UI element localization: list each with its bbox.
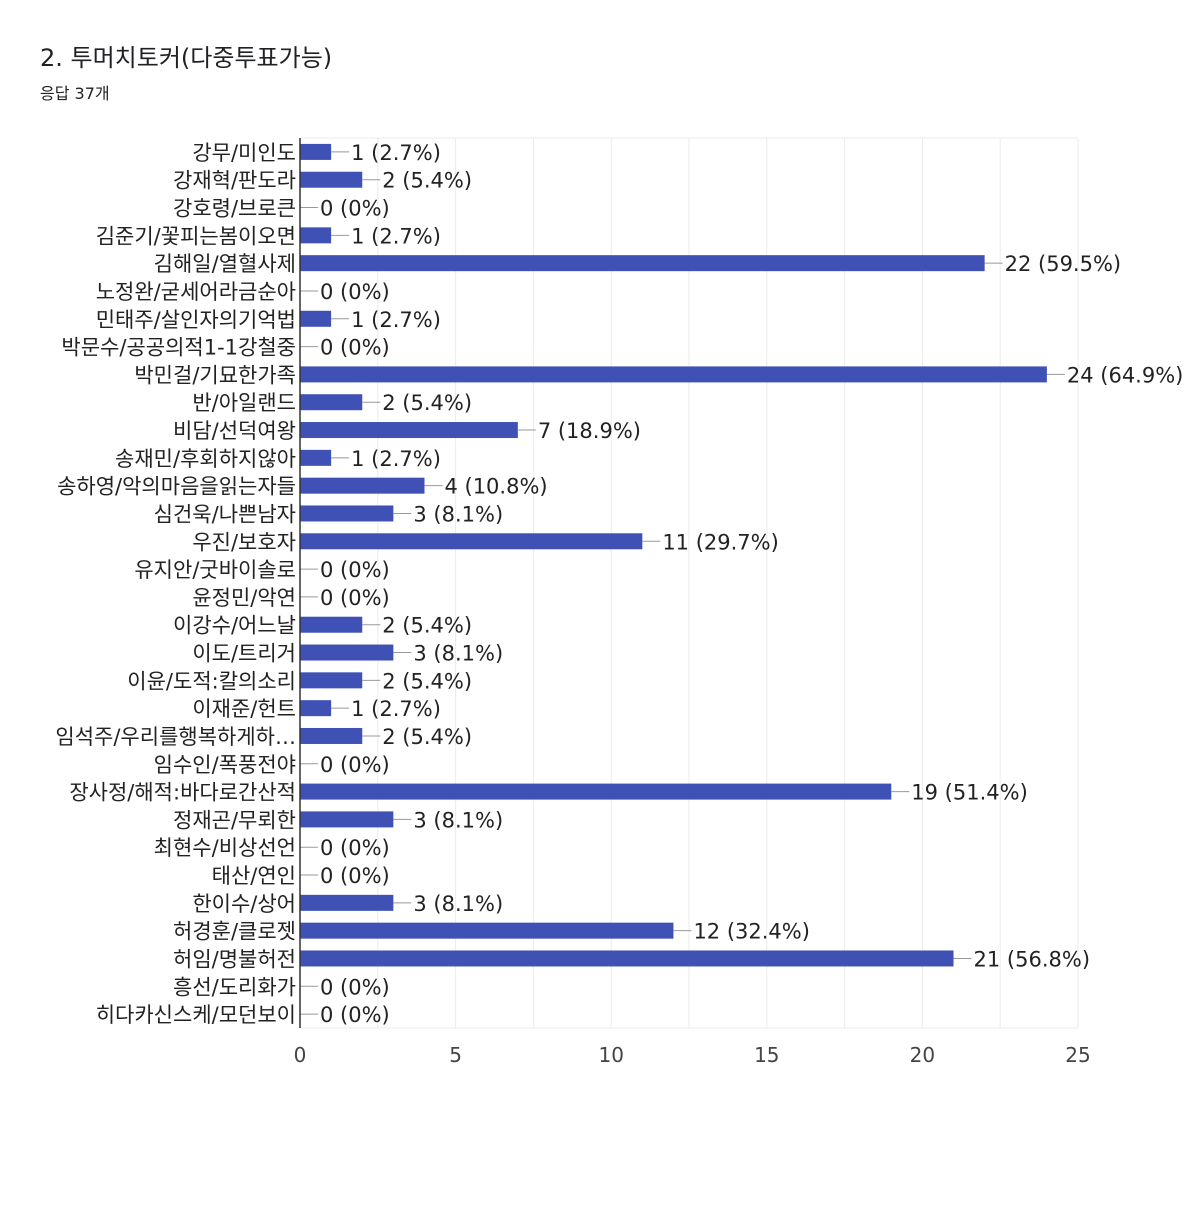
bar [300, 644, 394, 661]
data-label: 1 (2.7%) [351, 141, 441, 165]
data-label: 3 (8.1%) [413, 892, 503, 916]
data-label: 22 (59.5%) [1005, 252, 1122, 276]
data-label: 0 (0%) [320, 836, 390, 860]
bar [300, 366, 1047, 383]
category-label: 이윤/도적:칼의소리 [127, 669, 296, 693]
category-label: 송하영/악의마음을읽는자들 [57, 475, 296, 499]
data-label: 0 (0%) [320, 197, 390, 221]
category-label: 히다카신스케/모던보이 [96, 1003, 296, 1027]
data-label: 3 (8.1%) [413, 808, 503, 832]
category-label: 우진/보호자 [192, 530, 296, 554]
bar [300, 727, 363, 744]
response-count: 응답 37개 [40, 84, 110, 103]
category-label: 박문수/공공의적1-1강철중 [61, 336, 296, 360]
x-tick-label: 0 [294, 1043, 307, 1067]
category-label: 김준기/꽃피는봄이오면 [96, 224, 296, 248]
x-tick-label: 15 [754, 1043, 779, 1067]
data-label: 24 (64.9%) [1067, 363, 1184, 387]
data-label: 0 (0%) [320, 975, 390, 999]
bar [300, 394, 363, 411]
bar [300, 143, 332, 160]
bar [300, 922, 674, 939]
category-label: 반/아일랜드 [192, 391, 296, 415]
chart-title: 2. 투머치토커(다중투표가능) [40, 44, 333, 72]
data-label: 1 (2.7%) [351, 308, 441, 332]
data-label: 0 (0%) [320, 336, 390, 360]
bar [300, 811, 394, 828]
data-label: 2 (5.4%) [382, 169, 472, 193]
bar [300, 310, 332, 327]
bar [300, 616, 363, 633]
data-label: 0 (0%) [320, 753, 390, 777]
data-label: 2 (5.4%) [382, 614, 472, 638]
data-label: 0 (0%) [320, 1003, 390, 1027]
category-label: 송재민/후회하지않아 [115, 447, 296, 471]
bar [300, 505, 394, 522]
bar [300, 783, 892, 800]
bar [300, 227, 332, 244]
data-label: 12 (32.4%) [693, 920, 810, 944]
data-label: 7 (18.9%) [538, 419, 641, 443]
data-label: 2 (5.4%) [382, 725, 472, 749]
category-label: 최현수/비상선언 [154, 836, 296, 860]
category-label: 태산/연인 [212, 864, 296, 888]
bar [300, 950, 954, 967]
category-label: 민태주/살인자의기억법 [96, 308, 296, 332]
category-label: 강재혁/판도라 [173, 169, 296, 193]
category-label: 장사정/해적:바다로간산적 [69, 781, 296, 805]
category-label: 강무/미인도 [192, 141, 296, 165]
data-label: 0 (0%) [320, 558, 390, 582]
x-tick-label: 10 [598, 1043, 623, 1067]
data-label: 1 (2.7%) [351, 224, 441, 248]
data-label: 21 (56.8%) [974, 947, 1091, 971]
category-label: 김해일/열혈사제 [154, 252, 296, 276]
bar [300, 422, 518, 439]
data-label: 2 (5.4%) [382, 669, 472, 693]
category-label: 한이수/상어 [192, 892, 296, 916]
data-label: 0 (0%) [320, 864, 390, 888]
category-label: 임석주/우리를행복하게하… [55, 725, 296, 749]
bar [300, 255, 985, 272]
category-label: 강호령/브로큰 [173, 197, 296, 221]
bar [300, 672, 363, 689]
bar [300, 894, 394, 911]
data-label: 11 (29.7%) [662, 530, 779, 554]
category-label: 심건욱/나쁜남자 [154, 502, 296, 526]
x-tick-label: 25 [1065, 1043, 1090, 1067]
data-label: 3 (8.1%) [413, 642, 503, 666]
category-label: 윤정민/악연 [192, 586, 296, 610]
x-tick-label: 20 [910, 1043, 935, 1067]
category-label: 유지안/굿바이솔로 [134, 558, 296, 582]
category-label: 비담/선덕여왕 [173, 419, 296, 443]
data-label: 19 (51.4%) [911, 781, 1028, 805]
bar [300, 700, 332, 717]
data-label: 1 (2.7%) [351, 447, 441, 471]
bar [300, 477, 425, 494]
category-label: 허경훈/클로젯 [173, 920, 296, 944]
data-label: 0 (0%) [320, 586, 390, 610]
data-label: 0 (0%) [320, 280, 390, 304]
category-label: 노정완/굳세어라금순아 [96, 280, 296, 304]
category-label: 이강수/어느날 [173, 614, 296, 638]
category-label: 허임/명불허전 [173, 947, 296, 971]
category-label: 이재준/헌트 [192, 697, 296, 721]
category-label: 이도/트리거 [192, 642, 296, 666]
data-label: 2 (5.4%) [382, 391, 472, 415]
data-label: 1 (2.7%) [351, 697, 441, 721]
bar [300, 533, 643, 550]
data-label: 3 (8.1%) [413, 502, 503, 526]
bar [300, 449, 332, 466]
category-label: 임수인/폭풍전야 [154, 753, 296, 777]
bar [300, 171, 363, 188]
category-label: 정재곤/무뢰한 [173, 808, 296, 832]
x-tick-label: 5 [449, 1043, 462, 1067]
category-label: 흥선/도리화가 [173, 975, 296, 999]
data-label: 4 (10.8%) [444, 475, 547, 499]
category-label: 박민걸/기묘한가족 [134, 363, 296, 387]
